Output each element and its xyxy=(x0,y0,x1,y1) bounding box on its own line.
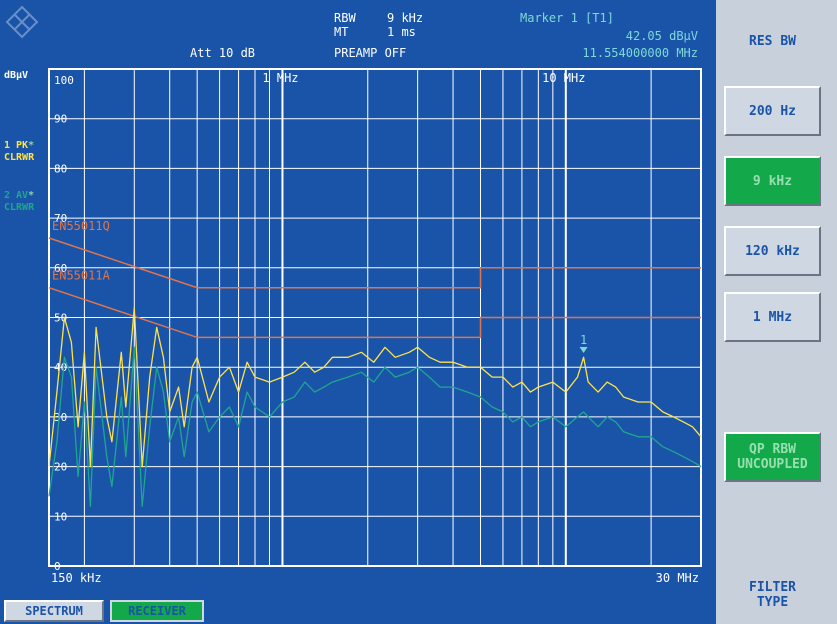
y-tick-label: 10 xyxy=(54,510,67,523)
rbw-value: 9 kHz xyxy=(387,11,424,25)
limit-line xyxy=(48,286,701,339)
decade-label: 1 MHz xyxy=(262,71,298,85)
y-tick-label: 100 xyxy=(54,74,74,87)
softkey-qp-rbw-line1: QP RBW xyxy=(749,442,796,457)
softkey-filter-type-line2: TYPE xyxy=(756,595,789,610)
marker-level: 42.05 dBµV xyxy=(625,29,698,43)
rbw-label: RBW xyxy=(334,11,356,25)
tab-spectrum[interactable]: SPECTRUM xyxy=(4,600,104,622)
trace2-mode: 2 AV xyxy=(4,190,29,201)
trace1-detector: CLRWR xyxy=(4,152,35,163)
y-tick-label: 0 xyxy=(54,560,61,573)
unit-label: dBµV xyxy=(4,70,29,81)
softkey-120-khz[interactable]: 120 kHz xyxy=(724,226,821,276)
trace2-star: * xyxy=(28,190,35,201)
softkey-title: RES BW xyxy=(749,33,796,49)
trace2-label: 2 AV* xyxy=(4,190,34,201)
mt-value: 1 ms xyxy=(387,25,416,39)
limit-line xyxy=(48,237,701,289)
mt-label: MT xyxy=(334,25,349,39)
x-end-label: 30 MHz xyxy=(656,571,699,585)
rohde-schwarz-logo-icon xyxy=(5,5,39,39)
y-tick-label: 40 xyxy=(54,361,67,374)
trace1-label: 1 PK* xyxy=(4,140,34,151)
preamp-status: PREAMP OFF xyxy=(334,46,407,60)
tab-receiver[interactable]: RECEIVER xyxy=(110,600,204,622)
x-start-label: 150 kHz xyxy=(51,571,102,585)
softkey-filter-type-line1: FILTER xyxy=(749,580,796,595)
y-tick-label: 90 xyxy=(54,113,67,126)
softkey-panel: RES BW 200 Hz 9 kHz 120 kHz 1 MHz QP RBW… xyxy=(716,0,837,624)
attenuation-label: Att 10 dB xyxy=(190,46,256,60)
trace-pk-line xyxy=(48,306,702,468)
limit-line-label: EN55011Q xyxy=(52,219,110,233)
y-tick-label: 70 xyxy=(54,212,67,225)
decade-label: 10 MHz xyxy=(542,71,585,85)
y-tick-label: 30 xyxy=(54,411,67,424)
y-tick-label: 60 xyxy=(54,262,67,275)
limit-line-label: EN55011A xyxy=(52,269,111,283)
trace1-star: * xyxy=(28,140,35,151)
marker-label: 1 xyxy=(580,333,587,347)
y-tick-label: 80 xyxy=(54,162,67,175)
trace2-detector: CLRWR xyxy=(4,202,35,213)
marker-triangle xyxy=(579,347,588,354)
softkey-qp-rbw-line2: UNCOUPLED xyxy=(737,457,808,472)
softkey-9-khz[interactable]: 9 kHz xyxy=(724,156,821,206)
y-tick-label: 20 xyxy=(54,461,67,474)
softkey-1-mhz[interactable]: 1 MHz xyxy=(724,292,821,342)
trace1-mode: 1 PK xyxy=(4,140,29,151)
softkey-200-hz[interactable]: 200 Hz xyxy=(724,86,821,136)
marker-title: Marker 1 [T1] xyxy=(520,11,614,25)
trace-av-line xyxy=(48,346,702,508)
softkey-qp-rbw-uncoupled[interactable]: QP RBW UNCOUPLED xyxy=(724,432,821,482)
softkey-filter-type[interactable]: FILTER TYPE xyxy=(724,570,821,620)
marker-frequency: 11.554000000 MHz xyxy=(582,46,698,60)
